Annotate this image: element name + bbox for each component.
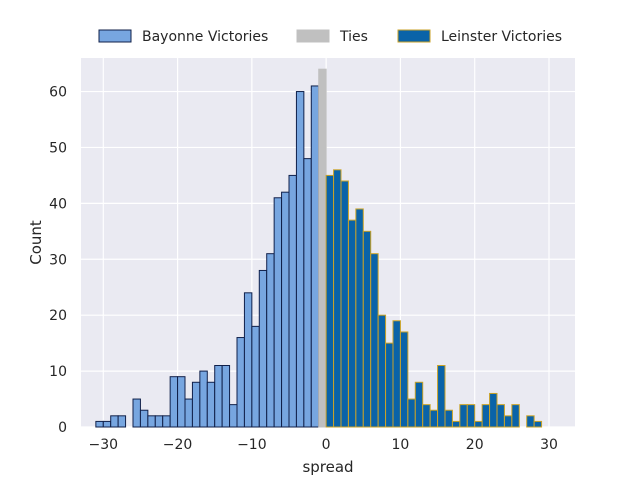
x-tick-label: −20 xyxy=(163,437,193,453)
series-bayonne-victories xyxy=(95,85,320,428)
legend-entry: Bayonne Victories xyxy=(98,29,268,45)
histogram-bar xyxy=(154,415,164,428)
series-leinster-victories xyxy=(325,169,543,428)
histogram-bar xyxy=(214,365,223,428)
histogram-bar xyxy=(295,91,305,428)
y-tick-label: 50 xyxy=(49,140,67,156)
histogram-bar xyxy=(177,376,186,428)
histogram-bar xyxy=(236,337,245,428)
legend-entry: Leinster Victories xyxy=(397,29,562,45)
x-tick-label: 20 xyxy=(466,437,484,453)
y-axis-label: Count xyxy=(27,220,45,265)
histogram-bar xyxy=(229,404,238,428)
histogram-bar xyxy=(459,404,468,428)
histogram-bar xyxy=(318,68,327,428)
histogram-bar xyxy=(191,381,201,428)
x-tick-label: −10 xyxy=(237,437,267,453)
histogram-bar xyxy=(199,370,208,428)
histogram-bar xyxy=(362,230,372,428)
histogram-bar xyxy=(273,197,283,428)
legend: Bayonne Victories Ties Leinster Victories xyxy=(98,29,562,45)
histogram-bar xyxy=(444,409,453,428)
x-tick-label: 30 xyxy=(540,437,558,453)
y-tick-label: 60 xyxy=(49,85,67,101)
histogram-bar xyxy=(95,420,104,428)
histogram-bar xyxy=(139,409,149,428)
histogram-bar xyxy=(503,415,513,428)
histogram-bar xyxy=(251,325,260,428)
histogram-bar xyxy=(392,320,401,428)
legend-label: Leinster Victories xyxy=(441,29,562,45)
histogram-bar xyxy=(422,404,431,428)
histogram-bar xyxy=(266,253,275,428)
histogram-bar xyxy=(132,398,141,428)
histogram-bar xyxy=(340,180,349,428)
histogram-bar xyxy=(147,415,156,428)
histogram-bar xyxy=(355,208,364,428)
x-tick-label: 10 xyxy=(392,437,410,453)
legend-label: Ties xyxy=(339,29,368,45)
y-tick-label: 40 xyxy=(49,196,67,212)
histogram-bar xyxy=(162,415,171,428)
x-tick-labels: −30 −20 −10 0 10 20 30 xyxy=(89,437,558,453)
histogram-bar xyxy=(489,392,498,428)
legend-entry: Ties xyxy=(296,29,368,45)
histogram-bar xyxy=(243,292,253,428)
histogram-bar xyxy=(184,398,193,428)
histogram-bar xyxy=(377,314,387,428)
histogram-bar xyxy=(511,404,520,428)
histogram-bar xyxy=(169,376,179,428)
histogram-bar xyxy=(325,174,335,428)
legend-swatch xyxy=(296,29,330,43)
histogram-bar xyxy=(451,420,461,428)
histogram-bar xyxy=(333,169,342,428)
histogram-bar xyxy=(526,415,535,428)
histogram-bar xyxy=(385,342,394,428)
bars xyxy=(95,68,543,428)
histogram-bar xyxy=(258,269,268,428)
histogram-bar xyxy=(110,415,119,428)
histogram-bar xyxy=(466,404,476,428)
histogram-bar xyxy=(281,191,290,428)
histogram-bar xyxy=(370,253,379,428)
y-tick-labels: 0 10 20 30 40 50 60 xyxy=(49,85,67,436)
histogram-bar xyxy=(414,381,424,428)
histogram-bar xyxy=(474,420,483,428)
histogram-bar xyxy=(303,158,312,428)
histogram-bar xyxy=(429,409,439,428)
histogram-bar xyxy=(399,331,409,428)
histogram-bar xyxy=(206,381,216,428)
x-axis-label: spread xyxy=(302,458,353,476)
histogram-bar xyxy=(533,420,543,428)
legend-swatch xyxy=(98,29,132,43)
legend-swatch xyxy=(397,29,431,43)
histogram-bar xyxy=(407,398,416,428)
y-tick-label: 0 xyxy=(58,420,67,436)
histogram-bar xyxy=(481,404,491,428)
x-tick-label: −30 xyxy=(89,437,119,453)
histogram-bar xyxy=(102,420,112,428)
histogram-bar xyxy=(310,85,320,428)
histogram-bar xyxy=(221,365,231,428)
y-tick-label: 30 xyxy=(49,252,67,268)
histogram-bar xyxy=(437,365,446,428)
legend-label: Bayonne Victories xyxy=(142,29,268,45)
histogram-bar xyxy=(288,174,297,428)
series-ties xyxy=(318,68,327,428)
y-tick-label: 10 xyxy=(49,364,67,380)
histogram-bar xyxy=(496,404,505,428)
x-tick-label: 0 xyxy=(322,437,331,453)
y-tick-label: 20 xyxy=(49,308,67,324)
histogram-bar xyxy=(117,415,127,428)
histogram-bar xyxy=(347,219,357,428)
